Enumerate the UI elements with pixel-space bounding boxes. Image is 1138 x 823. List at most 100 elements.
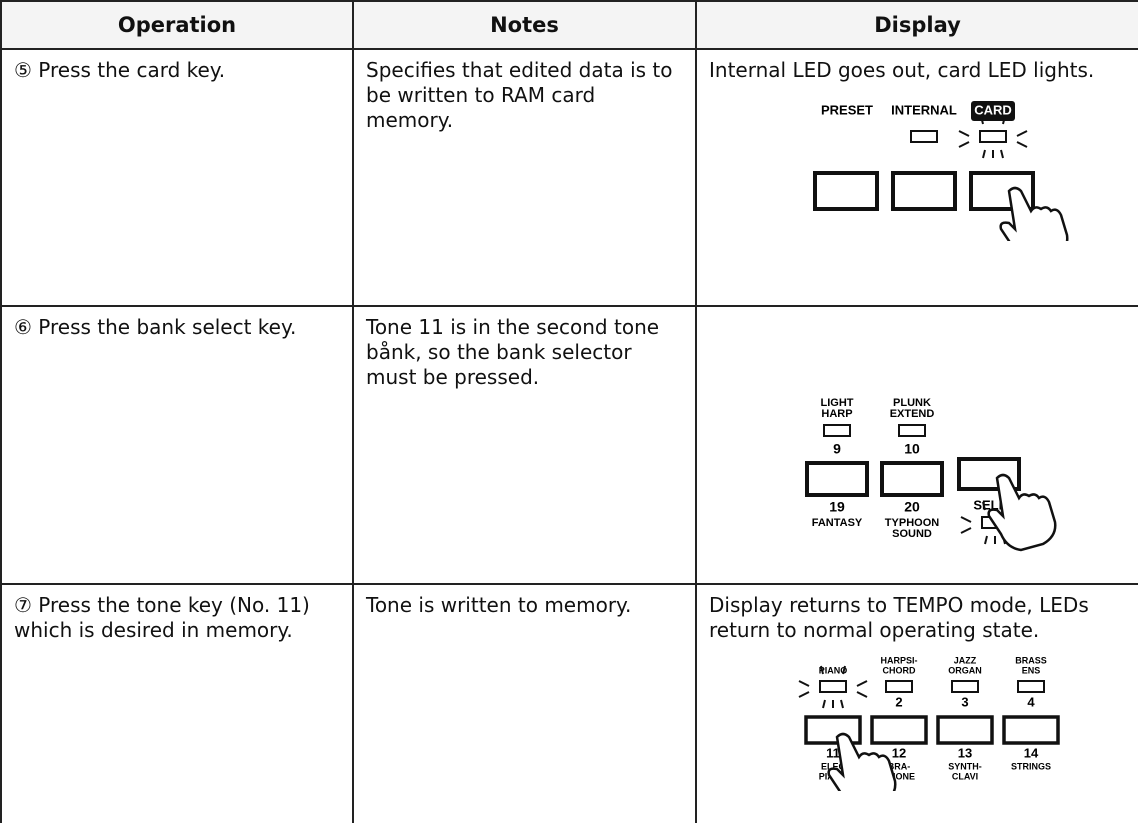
flash-line <box>960 527 972 534</box>
panel-label: PIANO <box>819 665 848 675</box>
cell: Specifies that edited data is to be writ… <box>352 48 697 307</box>
flash-line <box>842 665 846 675</box>
cell: Tone 11 is in the second tone bånk, so t… <box>352 305 697 585</box>
panel-label: BRASS <box>1015 655 1047 665</box>
display-text: Display returns to TEMPO mode, LEDs retu… <box>709 593 1089 642</box>
panel-label: EXTEND <box>890 408 935 420</box>
cell: ⑤ Press the card key. <box>0 48 354 307</box>
flash-line <box>958 141 970 148</box>
panel-label: CARD <box>974 102 1012 117</box>
panel-label: INTERNAL <box>891 102 957 117</box>
panel-label: 9 <box>833 441 841 457</box>
flash-line <box>1016 130 1028 137</box>
cell: Display returns to TEMPO mode, LEDs retu… <box>695 583 1138 823</box>
display-text: Internal LED goes out, card LED lights. <box>709 58 1095 82</box>
key <box>804 715 862 745</box>
panel-diagram: PIANO11ELECPIANOHARPSI-CHORD212BRA-PHONE… <box>798 655 1060 791</box>
flash-line <box>982 149 986 159</box>
operation-text: ⑤ Press the card key. <box>14 58 226 82</box>
panel-label: PLUNK <box>893 397 931 409</box>
hand-icon <box>987 473 1057 552</box>
key <box>891 171 957 211</box>
key <box>969 171 1035 211</box>
panel-label: ELEC <box>821 761 846 771</box>
flash-line <box>984 535 988 545</box>
panel-label: 10 <box>904 441 920 457</box>
panel-label: 4 <box>1027 694 1035 709</box>
led <box>1017 680 1045 693</box>
cell: ⑦ Press the tone key (No. 11) which is d… <box>0 583 354 823</box>
notes-text: Specifies that edited data is to be writ… <box>366 58 673 132</box>
cell: Internal LED goes out, card LED lights. … <box>695 48 1138 307</box>
panel-label: STRINGS <box>1011 761 1051 771</box>
key <box>957 457 1021 491</box>
operation-text: ⑦ Press the tone key (No. 11) which is d… <box>14 593 310 642</box>
flash-line <box>1000 149 1004 159</box>
panel-label: SOUND <box>892 528 932 540</box>
flash-line <box>798 691 810 698</box>
cell: Tone is written to memory. <box>352 583 697 823</box>
panel-label: 20 <box>904 499 920 515</box>
header-cell: Operation <box>0 0 354 50</box>
flash-line <box>820 665 824 675</box>
panel-label: 2 <box>895 694 902 709</box>
panel-label: SYNTH- <box>948 761 982 771</box>
led <box>823 424 851 437</box>
panel-label: ORGAN <box>948 665 982 675</box>
panel-label: 14 <box>1024 745 1039 760</box>
panel-label: PHONE <box>883 771 915 781</box>
cell: LIGHT HARP 9 19 FANTASY PLUNK EXTEND 10 20 TYPHOO… <box>695 305 1138 585</box>
panel-diagram: PRESET INTERNAL CARD <box>813 101 1069 241</box>
led <box>910 130 938 143</box>
led <box>979 130 1007 143</box>
flash-line <box>798 680 810 687</box>
flash-line <box>1002 115 1006 125</box>
panel-label: LIGHT <box>821 397 854 409</box>
panel-label: CHORD <box>883 665 916 675</box>
cell: ⑥ Press the bank select key. <box>0 305 354 585</box>
flash-line <box>980 115 984 125</box>
header-cell: Display <box>695 0 1138 50</box>
key <box>880 461 944 497</box>
panel-label: CLAVI <box>952 771 978 781</box>
key <box>870 715 928 745</box>
panel-label: 12 <box>892 745 906 760</box>
key <box>805 461 869 497</box>
flash-line <box>840 699 844 709</box>
notes-text: Tone is written to memory. <box>366 593 632 617</box>
flash-line <box>822 699 826 709</box>
led <box>885 680 913 693</box>
header-cell: Notes <box>352 0 697 50</box>
display-text <box>697 307 1138 315</box>
panel-label: ENS <box>1022 665 1041 675</box>
flash-line <box>856 691 868 698</box>
panel-label: 11 <box>826 745 840 760</box>
panel-label: BRA- <box>888 761 911 771</box>
led <box>819 680 847 693</box>
flash-line <box>856 680 868 687</box>
panel-label: 3 <box>961 694 968 709</box>
panel-label: HARP <box>821 408 852 420</box>
hand-icon <box>827 732 897 791</box>
panel-label: 19 <box>829 499 845 515</box>
panel-label: 13 <box>958 745 972 760</box>
panel-label: TYPHOON <box>885 517 939 529</box>
notes-text: Tone 11 is in the second tone bånk, so t… <box>366 315 660 389</box>
panel-label: FANTASY <box>812 517 863 529</box>
panel-label: JAZZ <box>954 655 977 665</box>
led <box>898 424 926 437</box>
flash-line <box>982 501 986 511</box>
operation-text: ⑥ Press the bank select key. <box>14 315 297 339</box>
key <box>1002 715 1060 745</box>
flash-line <box>958 130 970 137</box>
flash-line <box>1016 141 1028 148</box>
led <box>951 680 979 693</box>
flash-line <box>960 516 972 523</box>
panel-label: HARPSI- <box>880 655 917 665</box>
key <box>813 171 879 211</box>
panel-label: PRESET <box>821 102 873 117</box>
key <box>936 715 994 745</box>
